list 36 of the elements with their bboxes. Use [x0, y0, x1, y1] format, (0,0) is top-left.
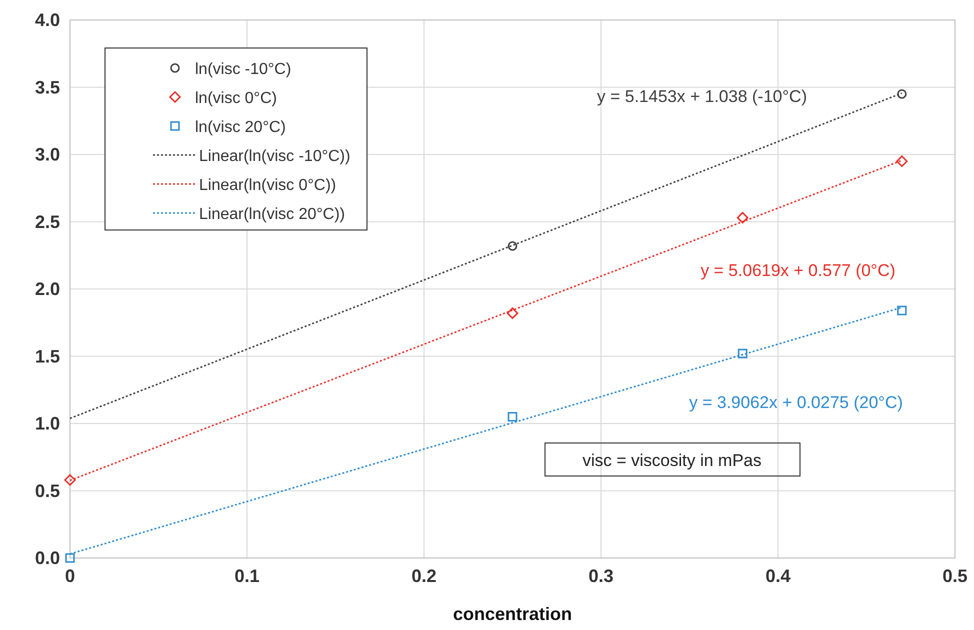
- annotation: y = 5.0619x + 0.577 (0°C): [700, 261, 896, 280]
- legend-label: ln(visc 20°C): [195, 119, 286, 136]
- point: [64, 474, 76, 486]
- point: [508, 412, 518, 422]
- x-tick-label: 0.5: [942, 566, 968, 586]
- y-tick-label: 1.0: [34, 414, 60, 434]
- y-tick-label: 2.0: [34, 279, 60, 299]
- x-tick-label: 0: [64, 566, 76, 586]
- y-tick-label: 3.0: [34, 144, 60, 164]
- legend-label: Linear(ln(visc 0°C)): [199, 177, 336, 194]
- annotation: visc = viscosity in mPas: [582, 451, 762, 470]
- x-tick-label: 0.4: [765, 566, 791, 586]
- annotation: y = 3.9062x + 0.0275 (20°C): [689, 393, 903, 412]
- y-tick-label: 2.5: [34, 212, 60, 232]
- y-tick-label: 4.0: [34, 10, 60, 30]
- point: [897, 306, 907, 316]
- y-tick-label: 0.5: [34, 480, 60, 501]
- legend-label: Linear(ln(visc -10°C)): [199, 148, 350, 165]
- point: [896, 155, 908, 167]
- y-tick-label: 3.5: [34, 77, 60, 98]
- x-tick-label: 0.1: [234, 566, 260, 586]
- x-tick-label: 0.2: [411, 566, 437, 586]
- annotation: y = 5.1453x + 1.038 (-10°C): [597, 87, 807, 106]
- y-tick-label: 0.0: [34, 548, 60, 568]
- legend-label: Linear(ln(visc 20°C)): [199, 206, 345, 223]
- y-tick-label: 1.5: [34, 346, 60, 366]
- legend-label: ln(visc 0°C): [195, 90, 277, 107]
- point: [508, 241, 518, 251]
- legend-label: ln(visc -10°C): [195, 61, 292, 78]
- point: [897, 89, 907, 99]
- point: [736, 212, 748, 224]
- point: [65, 553, 75, 563]
- point: [506, 307, 518, 319]
- x-tick-label: 0.3: [588, 566, 614, 586]
- point: [738, 348, 748, 358]
- x-axis-title: concentration: [452, 604, 572, 624]
